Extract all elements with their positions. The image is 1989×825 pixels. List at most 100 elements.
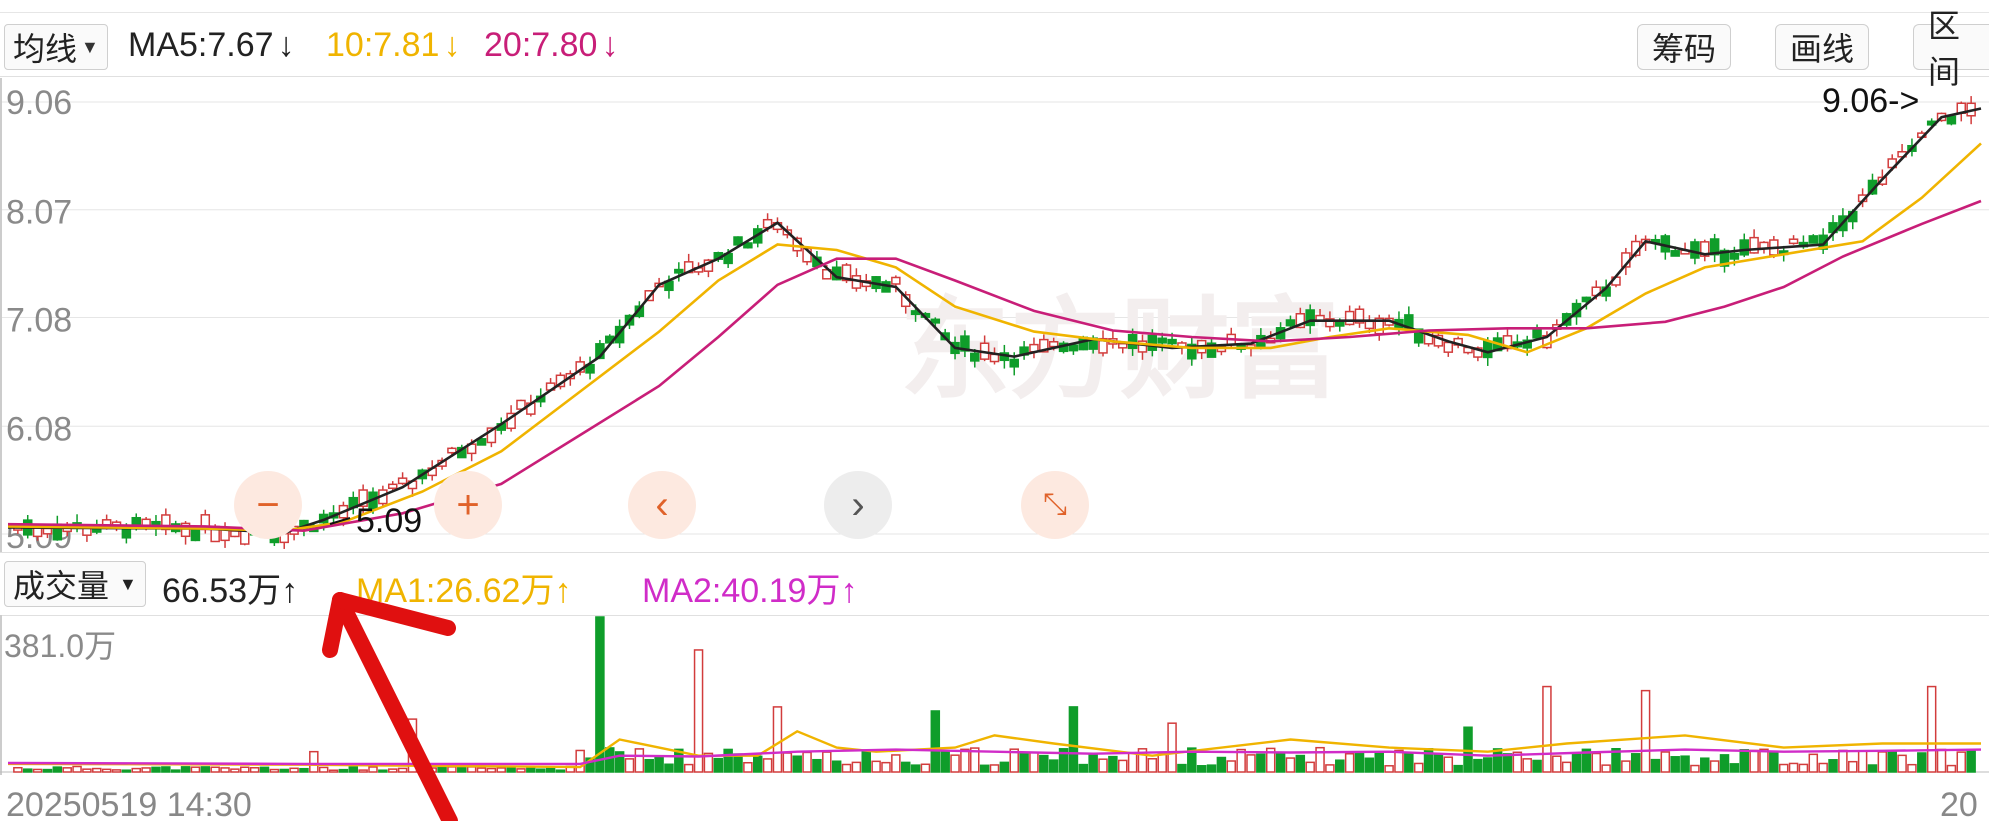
volume-bar xyxy=(1690,764,1700,773)
volume-bar xyxy=(970,747,980,773)
candle-body xyxy=(1187,343,1197,360)
volume-bar xyxy=(683,763,694,773)
volume-bar xyxy=(111,769,122,773)
volume-bar xyxy=(802,751,812,773)
chevron-right-icon: › xyxy=(851,482,865,527)
volume-bar xyxy=(141,767,151,773)
zoom-out-button[interactable]: − xyxy=(234,471,302,539)
candle-body xyxy=(1354,308,1365,324)
candle-body xyxy=(1167,338,1177,345)
volume-bar xyxy=(664,763,674,773)
zoom-in-button[interactable]: + xyxy=(434,471,502,539)
volume-bar xyxy=(1769,752,1779,773)
volume-bar xyxy=(1670,756,1680,773)
volume-bar xyxy=(1907,763,1917,773)
volume-bar xyxy=(822,751,832,773)
volume-bar xyxy=(121,769,132,773)
volume-bar xyxy=(1019,751,1029,773)
volume-bar xyxy=(1483,757,1493,773)
volume-bar xyxy=(1117,759,1128,773)
volume-bar xyxy=(180,766,191,773)
volume-selector-dropdown[interactable]: 成交量 ▼ xyxy=(4,561,146,607)
price-chart[interactable]: 9.068.077.086.085.09东方财富9.06->5.09 xyxy=(0,78,1989,552)
y-tick-label: 381.0万 xyxy=(4,628,116,664)
ma-selector-dropdown[interactable]: 均线 ▼ xyxy=(4,24,108,70)
volume-bar xyxy=(397,767,408,773)
chips-button[interactable]: 筹码 xyxy=(1637,24,1732,70)
volume-bar xyxy=(1838,749,1848,773)
candle-body xyxy=(960,335,970,352)
candle-body xyxy=(989,353,1000,363)
range-button[interactable]: 区间 xyxy=(1913,8,1989,90)
volume-bar xyxy=(259,766,270,773)
collapse-button[interactable]: ⤡ xyxy=(1021,471,1089,539)
volume-bar xyxy=(881,761,891,773)
volume-bar xyxy=(1206,764,1217,773)
volume-bar xyxy=(92,767,102,773)
volume-bar xyxy=(1315,746,1325,773)
y-tick-label: 7.08 xyxy=(6,301,72,339)
red-arrow-annotation xyxy=(322,592,458,821)
volume-bar xyxy=(1137,748,1148,773)
previous-button[interactable]: ‹ xyxy=(628,471,696,539)
volume-bar xyxy=(457,767,467,773)
next-button[interactable]: › xyxy=(824,471,892,539)
volume-bar xyxy=(1127,751,1138,773)
candle-body xyxy=(1946,115,1957,125)
candle-body xyxy=(397,477,408,485)
candle-body xyxy=(1117,342,1128,349)
y-tick-label: 9.06 xyxy=(6,84,72,122)
volume-bar xyxy=(1078,763,1089,773)
candle-body xyxy=(1729,252,1740,260)
volume-chart[interactable]: 381.0万 xyxy=(0,615,1989,775)
ma20-arrow: ↓ xyxy=(601,26,619,64)
volume-bar xyxy=(851,761,862,773)
volume-bar xyxy=(279,768,289,773)
candle-body xyxy=(841,264,852,282)
volume-bar xyxy=(960,748,970,773)
volume-bar xyxy=(1877,751,1888,773)
volume-bar xyxy=(831,760,842,773)
volume-bar xyxy=(348,766,359,773)
ma-line-ma20 xyxy=(7,199,1982,533)
candle-body xyxy=(1749,236,1759,254)
volume-bar xyxy=(1473,758,1483,773)
candle-body xyxy=(1344,310,1355,326)
volume-bar xyxy=(910,764,921,773)
volume-bar xyxy=(309,750,319,773)
volume-bar xyxy=(1226,760,1237,773)
volume-bar xyxy=(1542,685,1552,773)
volume-bar xyxy=(535,768,546,773)
volume-bar xyxy=(1512,751,1523,773)
volume-ma-line-ma2 xyxy=(7,748,1982,766)
candle-body xyxy=(1709,238,1720,256)
volume-bar xyxy=(1552,755,1562,773)
volume-bar xyxy=(1157,753,1167,773)
draw-line-button[interactable]: 画线 xyxy=(1775,24,1870,70)
volume-bar xyxy=(1364,757,1375,773)
volume-bar xyxy=(1216,756,1227,773)
volume-bar xyxy=(979,764,990,773)
low-price-marker: 5.09 xyxy=(356,502,422,540)
volume-bar xyxy=(1453,764,1463,773)
volume-bar xyxy=(1621,760,1631,773)
volume-bar xyxy=(387,768,398,773)
volume-bar xyxy=(1532,759,1542,773)
volume-bar xyxy=(634,748,645,773)
volume-bar xyxy=(289,767,299,773)
volume-header-bar: 成交量 ▼ 66.53万↑ MA1:26.62万↑ MA2:40.19万↑ xyxy=(0,552,1989,616)
volume-bar xyxy=(575,749,585,773)
volume-bar xyxy=(871,760,881,773)
volume-bar xyxy=(1029,751,1039,773)
chevron-down-icon: ▼ xyxy=(81,36,99,57)
volume-bar xyxy=(190,766,201,773)
candle-body xyxy=(190,528,201,542)
volume-bar xyxy=(1256,753,1266,773)
volume-bar xyxy=(1887,750,1897,773)
volume-bar xyxy=(1759,748,1769,773)
ma10-value: 10:7.81 ↓ xyxy=(326,26,460,65)
volume-bar xyxy=(1039,754,1049,773)
volume-bar xyxy=(1591,752,1602,773)
candle-body xyxy=(1206,342,1217,358)
volume-bar xyxy=(1571,753,1582,773)
